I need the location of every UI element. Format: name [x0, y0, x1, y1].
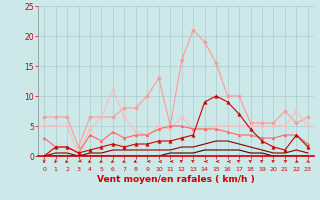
X-axis label: Vent moyen/en rafales ( km/h ): Vent moyen/en rafales ( km/h )	[97, 175, 255, 184]
